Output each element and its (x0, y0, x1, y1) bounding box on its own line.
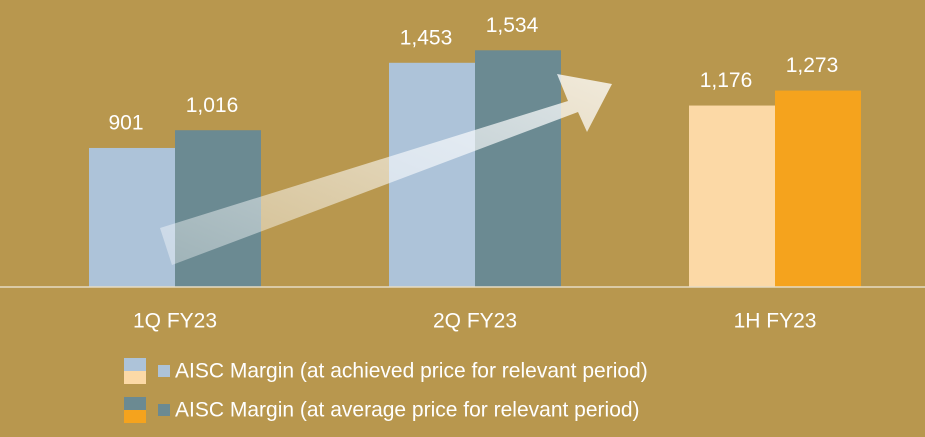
legend-swatch (124, 397, 146, 410)
bar (689, 105, 775, 287)
bar (89, 147, 175, 287)
trend-arrow (160, 74, 612, 265)
legend-swatch (124, 358, 146, 371)
labels: 1Q FY23 901 1,016 2Q FY23 1,453 1,534 1H FY23 1… (108, 14, 838, 423)
legend-swatch (124, 410, 146, 423)
data-label: 1,176 (700, 69, 753, 92)
bars (89, 50, 861, 288)
bar (775, 90, 861, 287)
x-tick-label: 1Q FY23 (133, 310, 217, 333)
legend-swatch (158, 365, 170, 377)
legend-label: AISC Margin (at achieved price for relev… (175, 360, 648, 383)
data-label: 1,273 (786, 54, 839, 77)
data-label: 1,016 (186, 94, 239, 117)
legend-label: AISC Margin (at average price for releva… (175, 399, 640, 422)
bar (475, 50, 561, 287)
data-label: 1,534 (486, 14, 539, 37)
legend-swatch (158, 404, 170, 416)
data-label: 1,453 (400, 26, 453, 49)
x-tick-label: 2Q FY23 (433, 310, 517, 333)
data-label: 901 (108, 112, 143, 135)
x-tick-label: 1H FY23 (734, 310, 817, 333)
legend-swatch (124, 371, 146, 384)
